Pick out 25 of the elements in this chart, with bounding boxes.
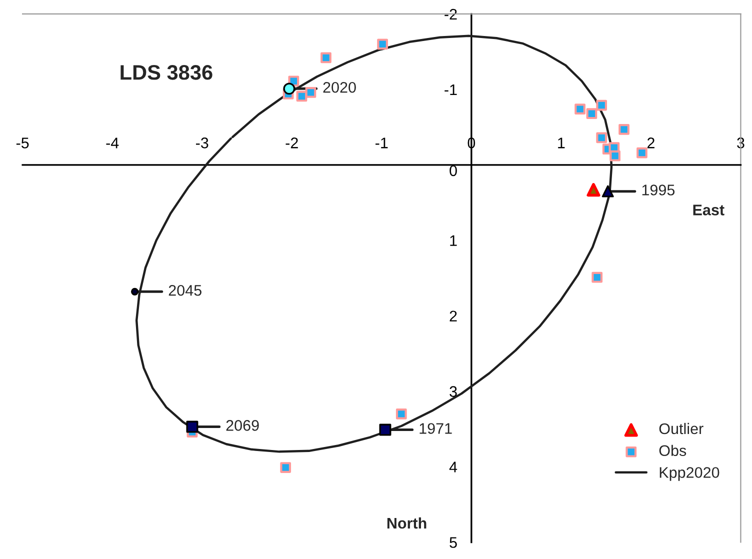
- y-tick-label: 0: [450, 165, 457, 176]
- text: LDS 3836: [120, 65, 212, 80]
- x-tick-label: -4: [106, 138, 119, 148]
- y-tick-label: 5: [450, 537, 457, 548]
- x-tick-label: -3: [196, 138, 208, 148]
- legend-label: Outlier: [659, 422, 704, 434]
- y-axis-title: North: [387, 517, 426, 529]
- y-tick-label: 1: [450, 235, 457, 246]
- legend-label: Kpp2020: [660, 467, 720, 481]
- y-tick-label: 4: [449, 462, 458, 472]
- annotation: 1971: [420, 423, 452, 434]
- y-tick-label: -1: [444, 84, 457, 95]
- x-tick-label: 1: [558, 138, 565, 148]
- legend-label: Obs: [659, 444, 686, 456]
- x-axis-title: East: [693, 204, 724, 216]
- annotation: 2069: [226, 420, 259, 431]
- x-tick-label: -1: [376, 138, 388, 148]
- x-tick-label: -5: [16, 138, 29, 148]
- annotation: 2045: [168, 284, 202, 296]
- y-tick-label: 3: [450, 386, 457, 397]
- x-tick-label: 2: [647, 138, 654, 148]
- x-tick-label: -2: [286, 138, 298, 148]
- annotation: 1995: [642, 184, 675, 196]
- annotation: 2020: [323, 82, 356, 93]
- y-tick-label: 2: [450, 310, 457, 322]
